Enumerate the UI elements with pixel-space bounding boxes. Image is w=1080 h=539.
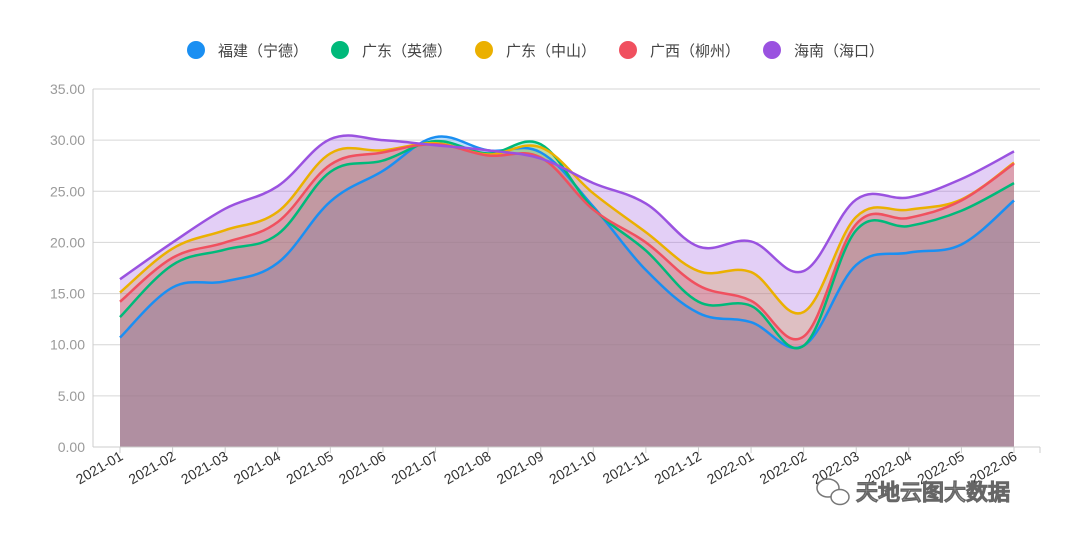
x-tick-label: 2022-01 <box>704 448 757 488</box>
series-line <box>119 139 1015 350</box>
y-tick-label: 30.00 <box>50 132 85 148</box>
y-tick-label: 15.00 <box>50 286 85 302</box>
legend-label[interactable]: 海南（海口） <box>794 42 884 60</box>
legend-label[interactable]: 广西（柳州） <box>650 42 740 60</box>
x-tick-label: 2021-08 <box>441 448 494 488</box>
legend-marker[interactable] <box>619 41 637 59</box>
series-area <box>120 136 1014 448</box>
series-line <box>119 142 1015 341</box>
series-areas <box>120 135 1014 448</box>
series-lines <box>119 134 1015 350</box>
watermark: 天地云图大数据 <box>816 478 1010 506</box>
x-tick-label: 2022-02 <box>757 448 810 488</box>
x-tick-label: 2021-05 <box>283 448 336 488</box>
legend-label[interactable]: 福建（宁德） <box>218 42 308 60</box>
series-area <box>120 144 1014 448</box>
legend-marker[interactable] <box>331 41 349 59</box>
series-line <box>119 141 1015 315</box>
series-line <box>119 134 1015 281</box>
y-tick-label: 35.00 <box>50 81 85 97</box>
legend-marker[interactable] <box>187 41 205 59</box>
legend-marker[interactable] <box>763 41 781 59</box>
x-tick-label: 2021-07 <box>389 448 442 488</box>
y-tick-label: 10.00 <box>50 337 85 353</box>
x-tick-label: 2021-11 <box>600 448 652 487</box>
series-area <box>120 143 1014 447</box>
legend-label[interactable]: 广东（中山） <box>506 42 596 60</box>
wechat-icon <box>816 478 850 506</box>
x-tick-label: 2021-09 <box>494 448 547 488</box>
legend-label[interactable]: 广东（英德） <box>362 42 452 60</box>
y-tick-label: 20.00 <box>50 234 85 250</box>
x-tick-label: 2021-06 <box>336 448 389 488</box>
watermark-text: 天地云图大数据 <box>856 480 1010 506</box>
legend: 福建（宁德） 广东（英德） 广东（中山） 广西（柳州） 海南（海口） <box>187 41 884 60</box>
series-area <box>120 141 1014 447</box>
y-tick-label: 0.00 <box>58 439 85 455</box>
x-tick-label: 2021-10 <box>546 448 599 488</box>
x-tick-label: 2021-03 <box>178 448 231 488</box>
y-tick-label: 25.00 <box>50 183 85 199</box>
grid <box>93 88 1040 397</box>
x-tick-label: 2021-04 <box>231 448 284 488</box>
y-tick-label: 5.00 <box>58 388 85 404</box>
legend-marker[interactable] <box>475 41 493 59</box>
x-tick-label: 2021-12 <box>651 448 704 488</box>
series-area <box>120 135 1014 447</box>
x-tick-label: 2021-02 <box>126 448 179 488</box>
